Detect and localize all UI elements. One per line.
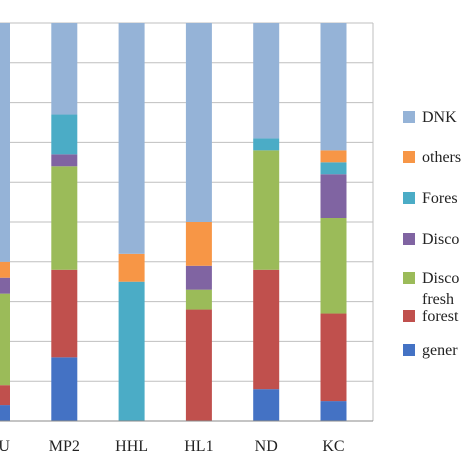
- x-tick-label: MP2: [49, 438, 80, 455]
- legend-label: Disco: [422, 270, 459, 287]
- legend-label: fresh: [422, 291, 454, 308]
- x-tick-label: MU: [0, 438, 10, 455]
- x-tick-label: ND: [255, 438, 278, 455]
- bar-segment: [0, 277, 10, 294]
- bar-segment: [0, 385, 10, 406]
- bar-segment: [320, 174, 347, 219]
- bar-segment: [185, 222, 212, 266]
- legend-label: Fores: [422, 190, 458, 207]
- legend-label: others: [422, 149, 461, 166]
- bar-segment: [118, 253, 145, 282]
- bar-segment: [118, 281, 145, 421]
- legend-swatch: [403, 344, 415, 356]
- x-tick-label: HL1: [184, 438, 213, 455]
- bar-segment: [185, 23, 212, 222]
- legend-label: DNK: [422, 109, 457, 126]
- bar-segment: [185, 289, 212, 310]
- bar-segment: [320, 150, 347, 163]
- bar-segment: [51, 114, 78, 155]
- bar-segment: [320, 162, 347, 175]
- bar-segment: [320, 218, 347, 314]
- bar-segment: [253, 138, 280, 151]
- bar-segment: [0, 261, 10, 278]
- bar-segment: [51, 357, 78, 421]
- x-tick-label: HHL: [115, 438, 148, 455]
- legend-swatch: [403, 111, 415, 123]
- legend-swatch: [403, 310, 415, 322]
- legend-label: Disco: [422, 231, 459, 248]
- bar-segment: [51, 166, 78, 270]
- bar-segment: [118, 23, 145, 254]
- legend-swatch: [403, 272, 415, 284]
- legend-label: forest: [422, 308, 459, 325]
- bar-segment: [253, 23, 280, 139]
- bar-segment: [0, 23, 10, 262]
- x-axis: MU MP2 HHL HL1 ND KC: [0, 420, 373, 455]
- bar-segment: [320, 23, 347, 151]
- bars: [0, 23, 347, 421]
- bar-segment: [185, 265, 212, 290]
- x-tick-label: KC: [322, 438, 344, 455]
- legend-swatch: [403, 151, 415, 163]
- bar-segment: [320, 313, 347, 402]
- bar-segment: [51, 23, 78, 115]
- bar-segment: [253, 150, 280, 270]
- bar-segment: [0, 405, 10, 421]
- bar-segment: [51, 154, 78, 167]
- bar-segment: [253, 389, 280, 421]
- legend-swatch: [403, 233, 415, 245]
- bar-segment: [253, 269, 280, 390]
- bar-segment: [51, 269, 78, 358]
- legend-label: gener: [422, 342, 458, 359]
- bar-segment: [185, 309, 212, 421]
- legend-swatch: [403, 192, 415, 204]
- bar-segment: [320, 401, 347, 421]
- bar-segment: [0, 293, 10, 386]
